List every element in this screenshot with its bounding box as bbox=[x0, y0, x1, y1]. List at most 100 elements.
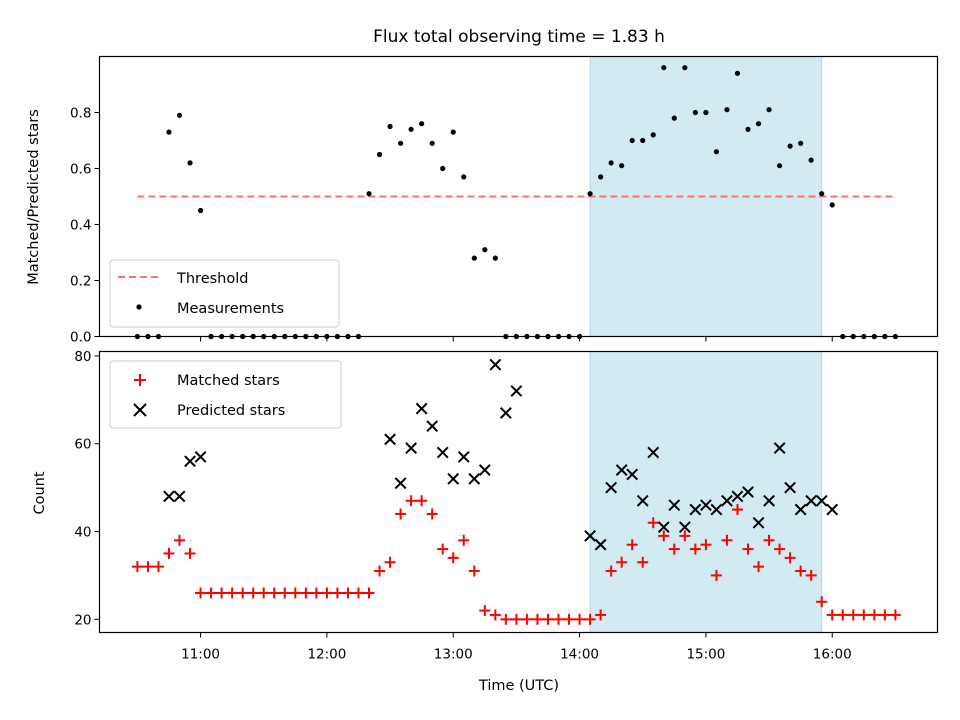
matched-star-point bbox=[363, 587, 375, 599]
predicted-star-point bbox=[584, 529, 596, 542]
predicted-star-point bbox=[384, 433, 396, 446]
bottom-x-tick-label: 12:00 bbox=[307, 647, 346, 663]
matched-star-point bbox=[763, 534, 775, 546]
measurement-point bbox=[366, 191, 372, 197]
matched-star-point bbox=[574, 613, 586, 625]
matched-star-point bbox=[858, 609, 870, 621]
measurement-point bbox=[755, 121, 762, 127]
predicted-star-point bbox=[436, 446, 449, 459]
measurement-point bbox=[397, 140, 404, 146]
predicted-star-point bbox=[773, 442, 786, 455]
matched-star-point bbox=[837, 609, 849, 621]
measurement-point bbox=[471, 255, 477, 261]
measurement-point bbox=[661, 65, 667, 71]
predicted-star-point bbox=[647, 446, 660, 459]
matched-star-point bbox=[374, 565, 386, 577]
predicted-star-point bbox=[794, 503, 807, 516]
matched-star-point bbox=[216, 587, 228, 599]
matched-star-point bbox=[689, 543, 701, 555]
measurement-point bbox=[829, 202, 835, 208]
matched-star-point bbox=[731, 504, 743, 516]
predicted-star-point bbox=[699, 499, 712, 512]
predicted-star-point bbox=[815, 494, 828, 507]
bottom-x-tick-label: 11:00 bbox=[181, 647, 220, 663]
matched-star-point bbox=[310, 587, 322, 599]
matched-star-point bbox=[447, 552, 459, 564]
figure-title: Flux total observing time = 1.83 h bbox=[373, 27, 665, 47]
measurement-point bbox=[587, 191, 593, 197]
matched-star-point bbox=[258, 587, 270, 599]
measurement-point bbox=[598, 174, 604, 180]
measurement-point bbox=[819, 191, 825, 197]
matched-star-point bbox=[237, 587, 249, 599]
top-legend: Threshold Measurements bbox=[109, 259, 340, 328]
matched-star-point bbox=[531, 613, 543, 625]
bottom-x-tick-label: 16:00 bbox=[813, 647, 852, 663]
predicted-star-point bbox=[478, 464, 491, 476]
bottom-axes-frame bbox=[98, 350, 939, 634]
matched-star-point bbox=[184, 547, 196, 559]
top-y-tick-label: 0.6 bbox=[70, 162, 91, 178]
predicted-star-point bbox=[689, 503, 702, 516]
matched-star-point bbox=[753, 561, 765, 573]
matched-star-point bbox=[637, 556, 649, 568]
predicted-star-point bbox=[394, 477, 407, 490]
top-y-axis-label: Matched/Predicted stars bbox=[26, 109, 42, 285]
predicted-legend-swatch bbox=[133, 403, 147, 417]
top-axes-frame bbox=[98, 55, 939, 338]
measurement-point bbox=[376, 151, 383, 158]
measurement-point bbox=[671, 115, 677, 121]
bottom-y-tick-label: 80 bbox=[74, 349, 91, 365]
measurement-point bbox=[682, 65, 688, 71]
predicted-star-point bbox=[510, 385, 523, 397]
matched-star-point bbox=[679, 530, 691, 542]
top-y-tick-label: 0.8 bbox=[70, 106, 91, 122]
matched-star-point bbox=[805, 569, 817, 581]
predicted-star-point bbox=[615, 464, 628, 476]
matched-star-point bbox=[826, 609, 838, 621]
predicted-star-point bbox=[752, 516, 765, 529]
predicted-star-point bbox=[468, 472, 481, 485]
matched-star-point bbox=[395, 508, 407, 520]
matched-star-point bbox=[268, 587, 280, 599]
predicted-star-point bbox=[426, 420, 439, 433]
predicted-star-point bbox=[742, 486, 754, 498]
predicted-star-point bbox=[489, 358, 502, 371]
measurement-point bbox=[808, 157, 814, 163]
matched-star-point bbox=[300, 587, 312, 599]
bottom-x-tick-label: 15:00 bbox=[686, 647, 725, 663]
matched-star-point bbox=[647, 517, 659, 529]
matched-star-point bbox=[426, 508, 438, 520]
matched-star-point bbox=[784, 552, 796, 564]
bottom-y-axis-label: Count bbox=[32, 471, 48, 514]
matched-star-point bbox=[816, 596, 828, 608]
top-y-tick-label: 0.0 bbox=[70, 330, 91, 346]
measurement-point bbox=[419, 121, 425, 127]
matched-star-point bbox=[668, 543, 680, 555]
measurement-point bbox=[724, 107, 730, 113]
predicted-star-point bbox=[826, 503, 839, 516]
matched-star-point bbox=[795, 565, 807, 577]
measurement-point bbox=[440, 165, 446, 172]
matched-star-point bbox=[405, 495, 417, 507]
matched-star-point bbox=[510, 613, 522, 625]
bottom-highlight-span bbox=[589, 351, 823, 633]
predicted-star-point bbox=[194, 450, 207, 463]
measurement-point bbox=[734, 70, 741, 76]
predicted-legend-label: Predicted stars bbox=[177, 403, 285, 419]
matched-star-point bbox=[205, 587, 217, 599]
matched-star-point bbox=[289, 587, 301, 599]
measurement-point bbox=[629, 137, 635, 144]
predicted-star-point bbox=[721, 494, 733, 507]
measurements-legend-label: Measurements bbox=[177, 301, 284, 317]
matched-star-point bbox=[584, 613, 596, 625]
matched-star-point bbox=[152, 561, 164, 573]
matched-star-point bbox=[468, 565, 480, 577]
measurement-point bbox=[176, 112, 183, 118]
threshold-legend-label: Threshold bbox=[176, 271, 248, 287]
matched-star-point bbox=[563, 613, 575, 625]
predicted-star-point bbox=[626, 468, 639, 481]
bottom-y-tick-label: 20 bbox=[74, 612, 91, 628]
measurement-point bbox=[482, 247, 488, 253]
